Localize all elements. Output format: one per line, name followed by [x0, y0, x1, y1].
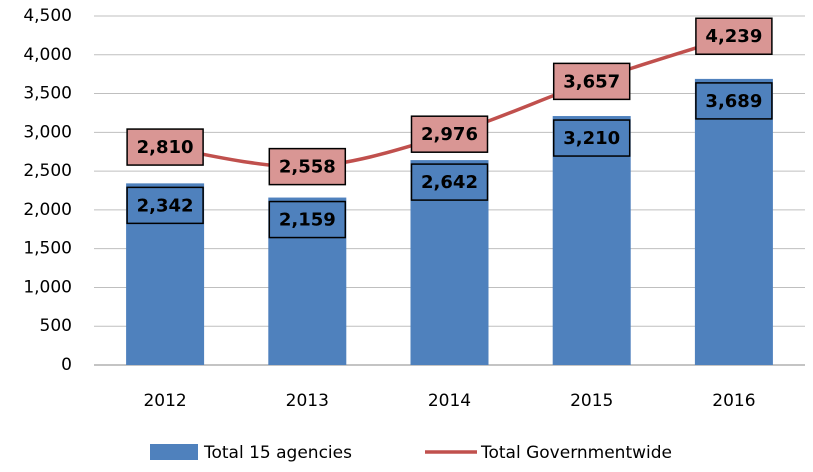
- y-tick-label: 4,000: [23, 45, 72, 65]
- legend-label: Total 15 agencies: [203, 443, 352, 463]
- value-label: 3,210: [563, 128, 620, 149]
- bar: [694, 78, 773, 365]
- value-label-box: [410, 163, 489, 201]
- x-tick-label: 2013: [286, 391, 329, 411]
- value-label: 2,810: [137, 137, 194, 158]
- value-label-box: [552, 62, 631, 101]
- value-label: 2,159: [279, 210, 336, 231]
- value-label: 2,342: [137, 195, 194, 216]
- value-label: 3,689: [705, 91, 762, 112]
- y-tick-label: 2,500: [23, 161, 72, 181]
- y-tick-label: 4,500: [23, 6, 72, 26]
- value-label: 2,642: [421, 172, 478, 193]
- legend-swatch: [150, 444, 198, 460]
- legend-label: Total Governmentwide: [480, 443, 672, 463]
- value-label-box: [695, 82, 773, 120]
- bar: [552, 116, 631, 366]
- y-tick-label: 2,000: [23, 200, 72, 220]
- value-label: 2,976: [421, 124, 478, 145]
- x-tick-label: 2012: [143, 391, 186, 411]
- value-label-box: [410, 115, 489, 153]
- value-label: 3,657: [563, 71, 620, 92]
- value-label-box: [126, 128, 204, 166]
- y-tick-label: 3,500: [23, 84, 72, 104]
- value-label: 4,239: [705, 26, 762, 47]
- x-tick-label: 2016: [712, 391, 755, 411]
- y-tick-label: 0: [61, 355, 72, 375]
- y-tick-label: 1,000: [23, 277, 72, 297]
- y-tick-label: 1,500: [23, 239, 72, 259]
- value-label: 2,558: [279, 157, 336, 178]
- y-tick-label: 500: [40, 316, 72, 336]
- value-label-box: [268, 147, 347, 186]
- y-tick-label: 3,000: [23, 122, 72, 142]
- value-label-box: [126, 186, 204, 225]
- x-tick-label: 2014: [428, 391, 471, 411]
- value-label-box: [552, 119, 631, 157]
- value-label-box: [695, 17, 773, 55]
- x-tick-label: 2015: [570, 391, 613, 411]
- value-label-box: [268, 200, 347, 239]
